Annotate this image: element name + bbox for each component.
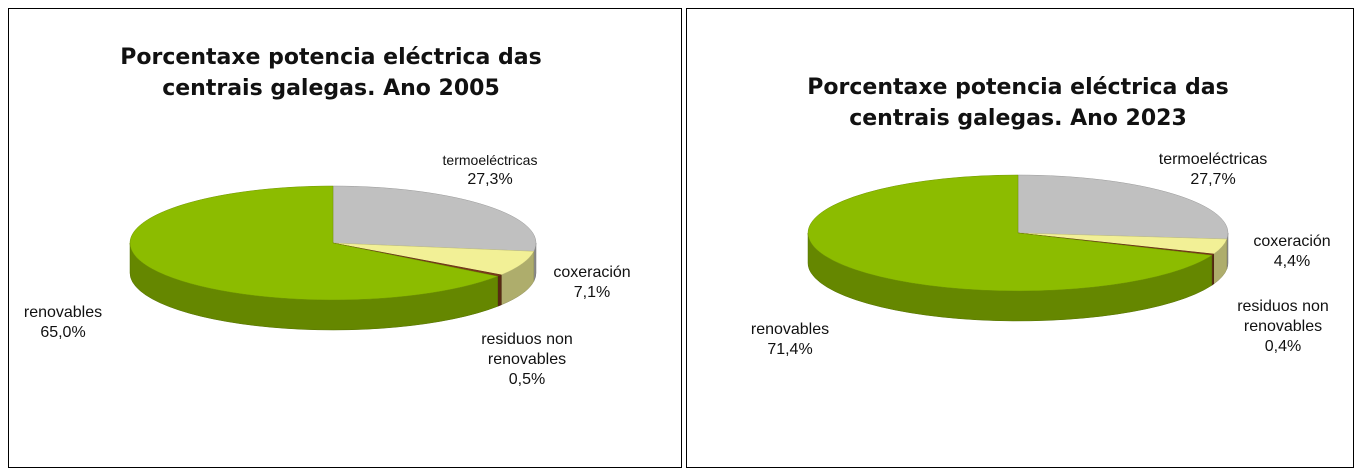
pie-slice xyxy=(807,174,1213,292)
value-label: 4,4% xyxy=(1273,253,1311,270)
chart-title: Porcentaxe potencia eléctrica das centra… xyxy=(807,75,1229,131)
value-label: 65,0% xyxy=(40,324,86,341)
slice-label: termoeléctricas 27,3% xyxy=(400,150,580,190)
category-name: coxeración xyxy=(553,264,631,281)
category-name: renovables xyxy=(750,321,830,338)
slice-label: residuos non renovables 0,5% xyxy=(467,330,587,390)
pie-side xyxy=(1211,253,1215,286)
value-label: 0,5% xyxy=(508,371,546,388)
charts xyxy=(129,174,1229,331)
page: (() => { const data = JSON.parse(documen… xyxy=(3,8,1354,468)
value-label: 71,4% xyxy=(767,341,813,358)
slice-label: coxeración 7,1% xyxy=(532,263,652,303)
slice-label: termoeléctricas 27,7% xyxy=(1123,150,1303,190)
slice-label: renovables 65,0% xyxy=(3,303,123,343)
category-name: coxeración xyxy=(1253,233,1331,250)
category-name: residuos non renovables xyxy=(481,331,573,368)
category-name: termoeléctricas xyxy=(1158,151,1268,168)
value-label: 27,7% xyxy=(1190,171,1236,188)
value-label: 7,1% xyxy=(573,284,611,301)
category-name: termoeléctricas xyxy=(442,152,538,168)
slice-label: residuos non renovables 0,4% xyxy=(1223,297,1343,357)
slice-label: renovables 71,4% xyxy=(730,320,850,360)
pie-slice xyxy=(332,185,537,252)
slice-label: coxeración 4,4% xyxy=(1232,232,1352,272)
chart-title: Porcentaxe potencia eléctrica das centra… xyxy=(120,45,542,101)
category-name: residuos non renovables xyxy=(1237,298,1329,335)
pie-slice xyxy=(129,185,499,301)
category-name: renovables xyxy=(23,304,103,321)
value-label: 27,3% xyxy=(467,171,513,188)
pie-side xyxy=(497,274,502,307)
pie-slice xyxy=(1017,174,1229,240)
value-label: 0,4% xyxy=(1264,338,1302,355)
